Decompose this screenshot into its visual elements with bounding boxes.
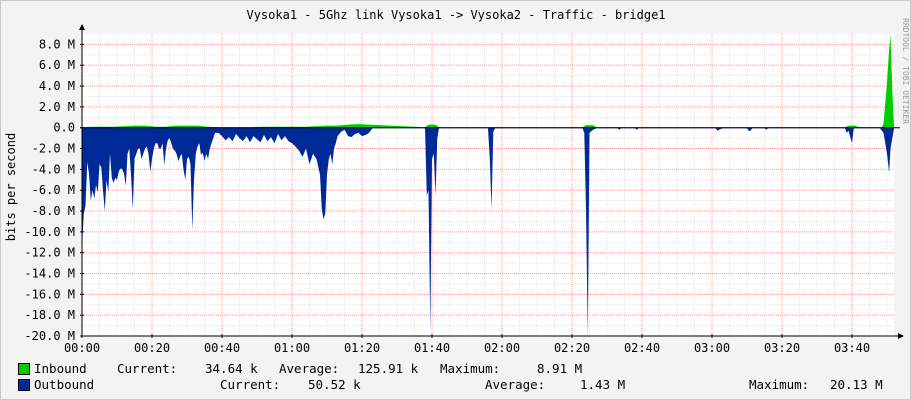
y-axis-arrow [79,24,85,30]
y-tick-labels: 8.0 M 6.0 M 4.0 M 2.0 M 0.0 -2.0 M -4.0 M -6.0 … [24,37,75,343]
outbound-maximum-value: 20.13 M [830,377,883,392]
x-tick-label: 00:40 [204,341,240,355]
y-tick-label: -6.0 M [32,183,75,197]
y-tick-label: -2.0 M [32,142,75,156]
chart-title: Vysoka1 - 5Ghz link Vysoka1 -> Vysoka2 -… [246,8,665,22]
outbound-maximum-label: Maximum: [749,377,810,392]
x-tick-label: 02:40 [624,341,660,355]
x-tick-label: 01:20 [344,341,380,355]
inbound-average-value: 125.91 k [358,361,419,376]
x-axis-arrow [898,333,904,339]
y-tick-label: -4.0 M [32,162,75,176]
y-tick-label: -20.0 M [24,329,75,343]
inbound-name: Inbound [34,361,87,376]
inbound-maximum-label: Maximum: [440,361,501,376]
x-tick-label: 03:20 [764,341,800,355]
y-tick-label: -14.0 M [24,267,75,281]
y-tick-label: -16.0 M [24,287,75,301]
series-areas [82,35,894,336]
x-tick-label: 01:40 [414,341,450,355]
x-tick-label: 01:00 [274,341,310,355]
inbound-current-label: Current: [117,361,178,376]
outbound-name: Outbound [34,377,95,392]
axes [79,24,904,339]
y-tick-label: -18.0 M [24,308,75,322]
x-tick-label: 00:00 [64,341,100,355]
y-tick-label: 0.0 [53,121,75,135]
inbound-average-label: Average: [279,361,340,376]
traffic-chart: Vysoka1 - 5Ghz link Vysoka1 -> Vysoka2 -… [4,8,910,355]
y-tick-label: 6.0 M [39,58,75,72]
x-tick-label: 02:20 [554,341,590,355]
y-tick-label: 8.0 M [39,37,75,51]
inbound-current-value: 34.64 k [205,361,258,376]
y-tick-label: -8.0 M [32,204,75,218]
x-tick-labels: 00:00 00:20 00:40 01:00 01:20 01:40 02:00 02:20… [64,341,870,355]
outbound-current-label: Current: [220,377,281,392]
x-tick-label: 00:20 [134,341,170,355]
plot-area [82,34,894,336]
inbound-swatch [18,363,30,375]
x-tick-label: 03:00 [694,341,730,355]
y-tick-label: -12.0 M [24,246,75,260]
y-tick-label: -10.0 M [24,225,75,239]
legend-row-outbound: Outbound Current: 50.52 k Average: 1.43 … [1,378,911,392]
x-tick-label: 03:40 [834,341,870,355]
outbound-average-value: 1.43 M [580,377,626,392]
y-axis-label: bits per second [4,133,18,241]
series-area-outbound [82,127,894,336]
outbound-swatch [18,379,30,391]
inbound-maximum-value: 8.91 M [537,361,583,376]
outbound-average-label: Average: [485,377,546,392]
outbound-current-value: 50.52 k [308,377,361,392]
rrdtool-watermark: RRDTOOL / TOBI OETIKER [901,18,910,124]
y-tick-label: 4.0 M [39,79,75,93]
y-tick-label: 2.0 M [39,100,75,114]
x-tick-label: 02:00 [484,341,520,355]
legend-row-inbound: Inbound Current: 34.64 k Average: 125.91… [1,362,911,376]
